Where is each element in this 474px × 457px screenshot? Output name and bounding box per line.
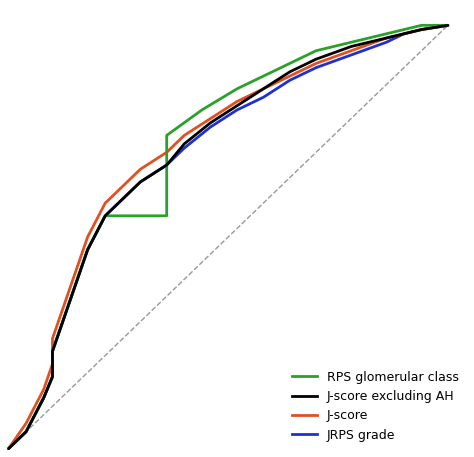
- Legend: RPS glomerular class, J-score excluding AH, J-score, JRPS grade: RPS glomerular class, J-score excluding …: [287, 366, 464, 446]
